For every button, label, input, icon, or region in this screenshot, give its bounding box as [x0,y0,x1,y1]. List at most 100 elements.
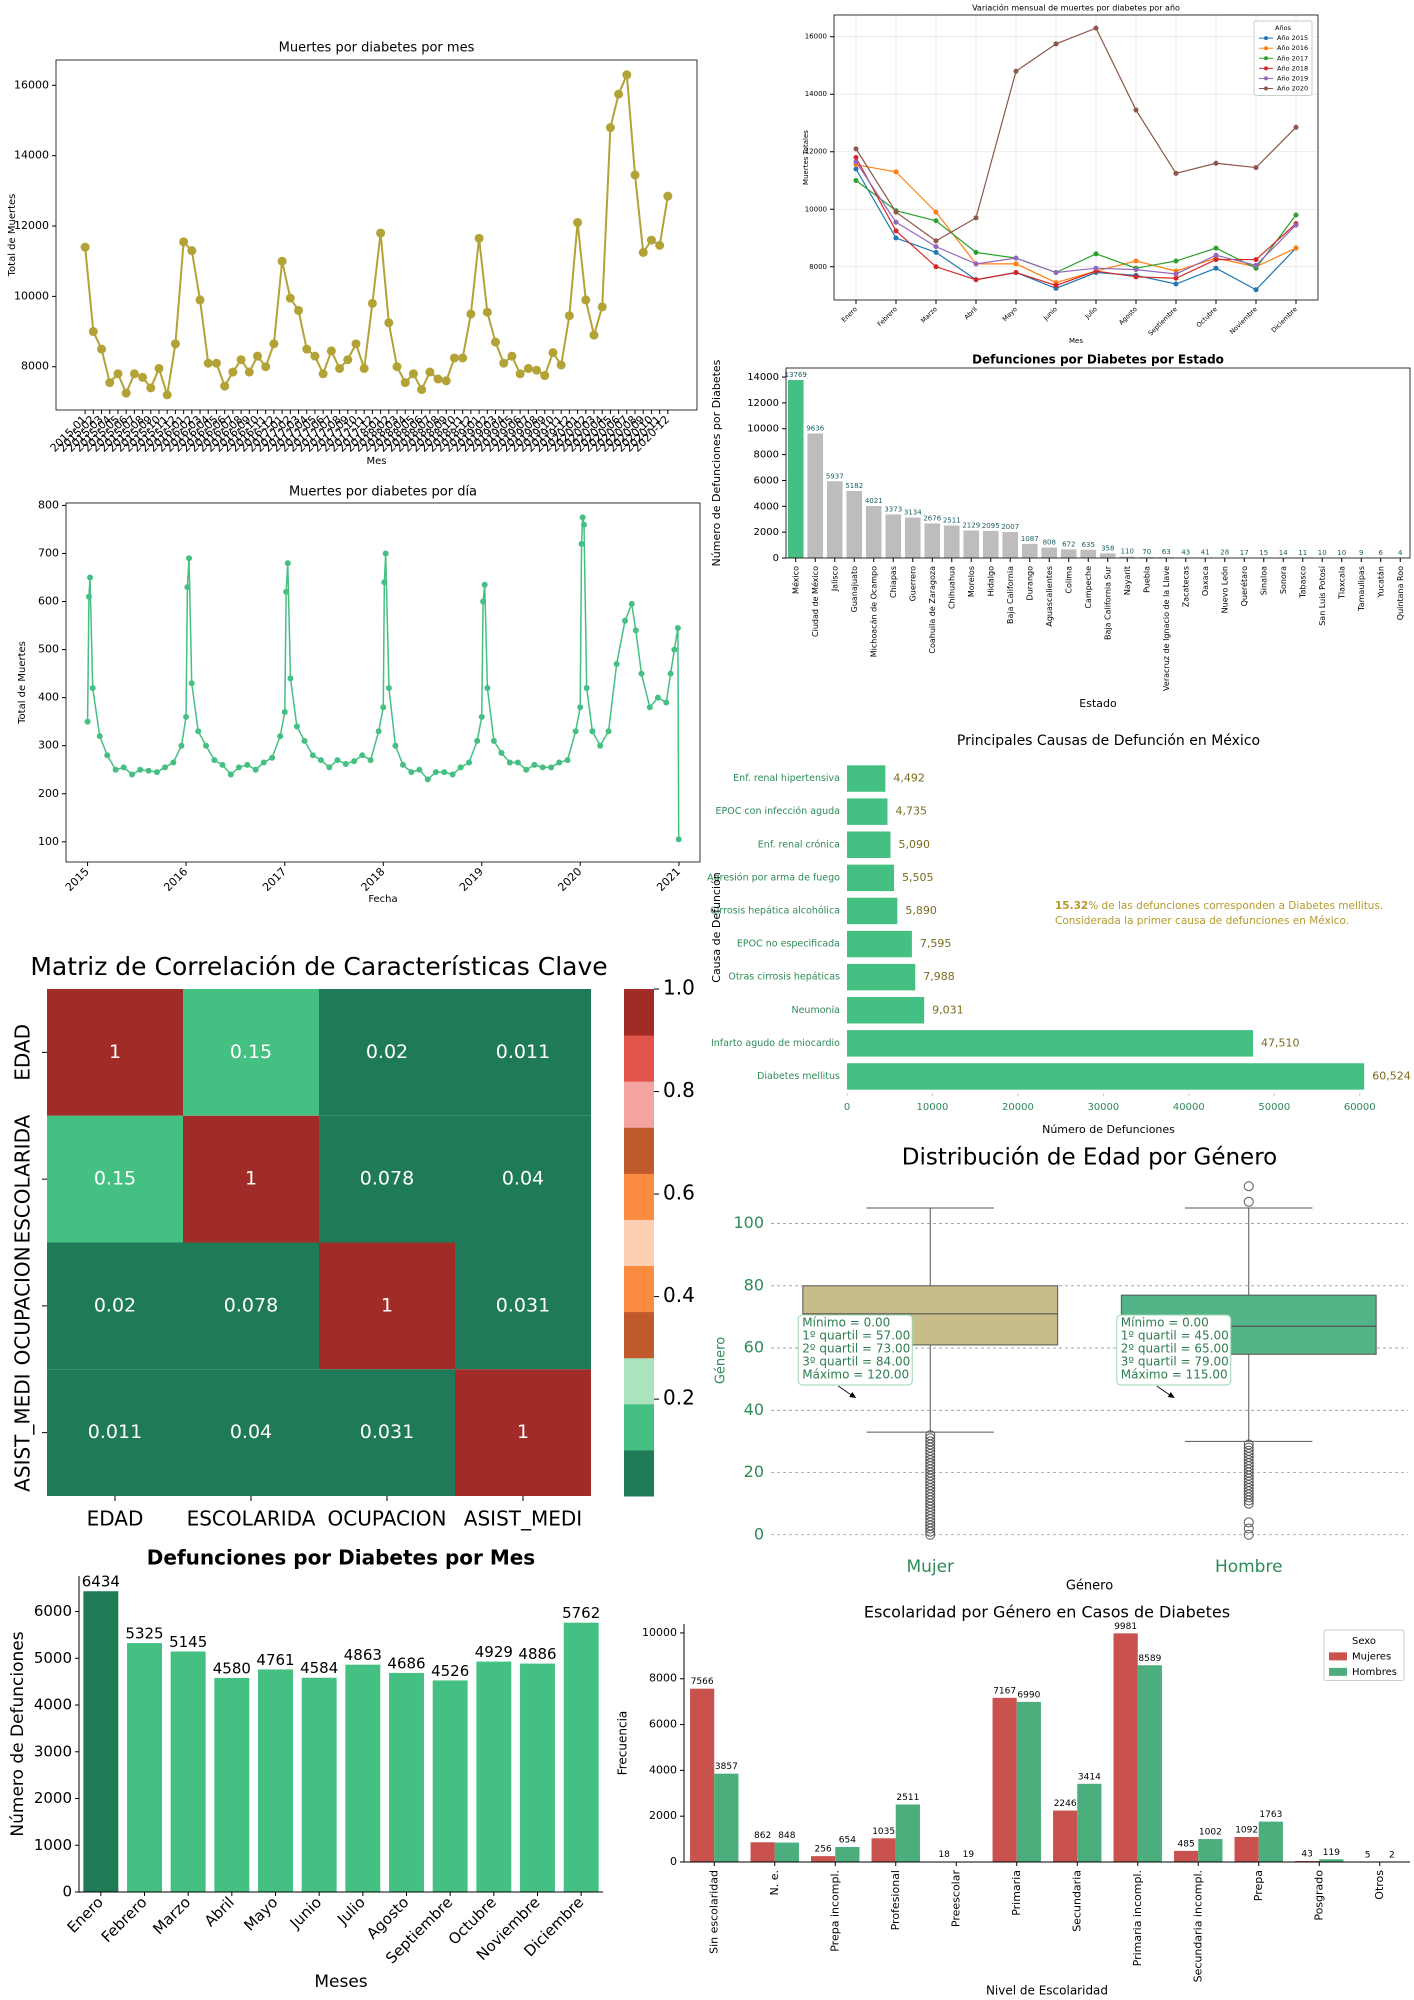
y-tick-label: Otras cirrosis hepáticas [728,972,840,983]
point [933,244,939,250]
point [359,363,369,373]
point [973,215,979,221]
outlier [1243,1529,1254,1540]
bar [835,1847,860,1862]
point [1173,170,1179,176]
x-tick-label: 0 [844,1102,850,1113]
point [457,764,464,771]
point [385,685,392,692]
annotation-note: Considerada la primer causa de defuncion… [1055,915,1349,927]
x-tick-label: Querétaro [1239,566,1249,606]
bar [750,1842,775,1862]
cell-label: 0.031 [496,1294,550,1316]
point [425,367,435,377]
value-label: 4,735 [895,805,927,818]
line [84,74,669,396]
point [252,766,259,773]
point [287,675,294,682]
point [188,680,195,687]
legend-swatch [1264,56,1268,61]
heatmap-cell [47,1369,183,1496]
cell-label: 0.04 [230,1421,272,1443]
point [622,70,632,80]
value-label: 2129 [962,521,980,529]
point [236,355,246,365]
value-label: 15 [1259,549,1268,557]
y-tick-label: 5000 [34,1649,72,1667]
point [539,764,546,771]
value-label: 18 [938,1850,950,1860]
point [893,209,899,215]
x-axis-label: Estado [1079,697,1117,710]
point [400,378,410,388]
annotation-text: Máximo = 120.00 [802,1368,909,1382]
outlier [925,1430,936,1441]
point [129,369,139,379]
axis-frame [833,14,1319,301]
colorbar-band [624,1265,654,1313]
point [281,709,288,716]
bar [389,1672,424,1892]
point [1013,261,1019,267]
bar [895,1804,920,1862]
y-tick-label: 0 [670,1855,677,1868]
legend-swatch [1329,1667,1347,1676]
y-axis-label: Frecuencia [616,1711,630,1776]
x-tick-label: Chihuahua [947,566,956,609]
legend-label: Año 2020 [1277,85,1308,93]
line [855,180,1297,274]
point [632,627,639,634]
point [638,247,648,257]
point [342,760,349,767]
point [583,685,590,692]
cell-label: 0.078 [224,1294,278,1316]
chart-title: Principales Causas de Defunción en Méxic… [957,733,1260,749]
value-label: 6990 [1017,1690,1040,1700]
annotation-text: 1º quartil = 45.00 [1121,1329,1229,1343]
value-label: 3373 [884,505,902,513]
y-tick-label: 60 [744,1338,764,1357]
point [220,381,230,391]
value-label: 5937 [826,472,844,480]
chart-title: Matriz de Correlación de Características… [30,952,607,981]
y-tick-label: 2000 [754,527,779,538]
legend-swatch [1264,36,1268,41]
value-label: 19 [963,1850,975,1860]
colorbar-band [624,1173,654,1220]
y-tick-label: 800 [38,498,59,511]
value-label: 4686 [387,1654,425,1672]
bar [563,1622,599,1892]
point [89,685,96,692]
point [184,584,191,591]
point [1293,124,1299,130]
colorbar-tick-label: 0.8 [663,1078,695,1102]
point [441,376,451,386]
point [381,579,388,586]
point [228,367,238,377]
value-label: 70 [1142,548,1151,556]
point [893,235,899,241]
bar [847,963,916,991]
point [277,733,284,740]
point [424,776,431,783]
y-tick-label: 10000 [747,424,779,435]
y-tick-label: 40 [744,1400,764,1419]
bar [847,997,925,1024]
y-tick-label: 0 [62,1883,72,1901]
point [499,358,509,368]
point [646,235,656,245]
point [973,249,979,255]
x-tick-label: Guanajuato [850,566,859,612]
point [480,598,487,605]
value-label: 1092 [1235,1825,1258,1835]
point [261,362,271,372]
value-label: 5182 [845,482,863,490]
point [474,233,484,243]
chart-title: Defunciones por Diabetes por Estado [972,353,1224,367]
bar [83,1591,119,1892]
x-tick-label: Baja California Sur [1103,565,1112,640]
value-label: 1763 [1259,1810,1282,1820]
x-axis-label: Meses [314,1972,367,1992]
point [294,305,304,315]
